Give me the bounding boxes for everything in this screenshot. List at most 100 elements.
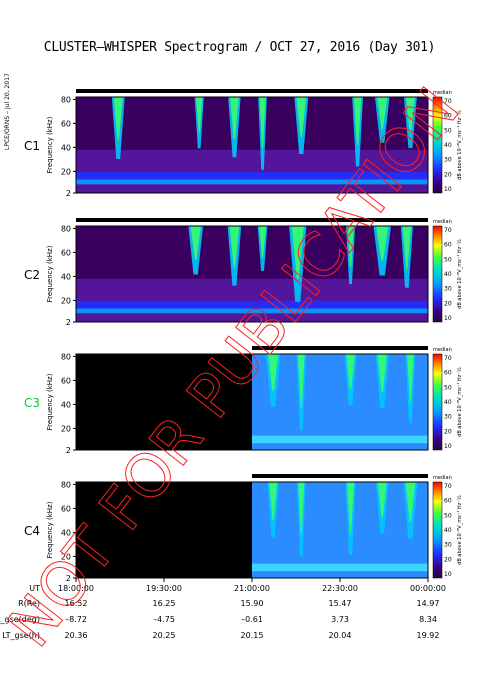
data-availability-bar xyxy=(252,346,428,350)
y-tick-label: 2 xyxy=(66,446,71,455)
y-tick-label: 80 xyxy=(61,224,71,233)
y-axis-label: Frequency (kHz) xyxy=(46,373,54,430)
colorbar-tick-label: 30 xyxy=(444,414,452,421)
colorbar-tick-label: 40 xyxy=(444,399,452,406)
emission-burst-core xyxy=(229,226,240,268)
colorbar-tick-label: 20 xyxy=(444,556,452,563)
colorbar-tick-label: 30 xyxy=(444,286,452,293)
x-tick-label: 00:00:00 xyxy=(410,584,446,593)
ephemeris-value: 16.52 xyxy=(65,599,88,608)
colorbar-label: dB above 10⁻⁸V_ms⁻¹ Hz⁻½ xyxy=(456,495,463,565)
colorbar-tick-label: 10 xyxy=(444,443,452,450)
panel-c1: 2 20 40 60 80 Frequency (kHz) C1 70 60 50 40 30 20 10… xyxy=(24,89,463,198)
emission-burst-core xyxy=(259,226,266,258)
spacecraft-label: C2 xyxy=(24,268,40,282)
colorbar-tick-label: 40 xyxy=(444,271,452,278)
y-tick-label: 40 xyxy=(61,272,71,281)
spectrogram-background xyxy=(252,482,428,578)
spectrogram-band xyxy=(76,179,428,185)
emission-burst-core xyxy=(113,97,123,141)
y-tick-label: 20 xyxy=(61,296,71,305)
data-availability-bar xyxy=(76,89,428,93)
ephemeris-value: 15.90 xyxy=(241,599,264,608)
ephemeris-value: 20.04 xyxy=(329,631,352,640)
ephemeris-value: 16.25 xyxy=(153,599,176,608)
emission-burst-core xyxy=(195,97,203,133)
emission-burst-core xyxy=(377,354,387,393)
y-axis-label: Frequency (kHz) xyxy=(46,245,54,302)
y-tick-label: 60 xyxy=(61,376,71,385)
no-data-region xyxy=(76,482,252,578)
data-availability-bar xyxy=(252,474,428,478)
spectrogram-band xyxy=(252,563,428,572)
ephemeris-value: 20.36 xyxy=(65,631,88,640)
emission-burst-core xyxy=(297,354,305,408)
x-tick-label: 19:30:00 xyxy=(146,584,182,593)
colorbar-tick-label: 60 xyxy=(444,113,452,120)
y-tick-label: 2 xyxy=(66,318,71,327)
colorbar-tick-label: 50 xyxy=(444,256,452,263)
colorbar-corner-label: median xyxy=(433,475,452,481)
emission-burst-core xyxy=(376,226,389,261)
colorbar-tick-label: 20 xyxy=(444,300,452,307)
colorbar xyxy=(432,96,443,194)
spectrogram-band xyxy=(76,300,428,313)
ephemeris-value: –4.75 xyxy=(153,615,175,624)
colorbar-label: dB above 10⁻⁸V_ms⁻¹ Hz⁻½ xyxy=(456,367,463,437)
spectrogram-band xyxy=(252,435,428,444)
emission-burst-core xyxy=(377,482,387,518)
colorbar-tick-label: 40 xyxy=(444,527,452,534)
spectrogram-band xyxy=(76,171,428,184)
colorbar-tick-label: 30 xyxy=(444,157,452,164)
emission-burst-core xyxy=(407,354,414,403)
spectrogram-background xyxy=(252,354,428,450)
emission-burst-core xyxy=(298,482,305,535)
colorbar xyxy=(432,225,443,323)
ephemeris-value: 14.97 xyxy=(417,599,440,608)
ephemeris-table: R(Re) 16.52 16.25 15.90 15.47 14.97 Lat_gse(de… xyxy=(0,599,439,640)
colorbar-tick-label: 70 xyxy=(444,227,452,234)
colorbar-corner-label: median xyxy=(433,90,452,96)
colorbar-tick-label: 30 xyxy=(444,542,452,549)
colorbar-tick-label: 50 xyxy=(444,512,452,519)
spacecraft-label: C1 xyxy=(24,139,40,153)
spectrogram-low-band xyxy=(76,278,428,322)
emission-burst-core xyxy=(347,226,354,267)
colorbar-label: dB above 10⁻⁸V_ms⁻¹ Hz⁻½ xyxy=(456,239,463,309)
figure-title: CLUSTER–WHISPER Spectrogram / OCT 27, 20… xyxy=(43,40,436,55)
panel-c4: 2 20 40 60 80 Frequency (kHz) C4 70 60 50 40 30 20 10… xyxy=(24,474,463,583)
emission-burst-core xyxy=(353,97,362,146)
emission-burst-core xyxy=(269,482,278,521)
colorbar-tick-label: 70 xyxy=(444,98,452,105)
ephemeris-value: 15.47 xyxy=(329,599,352,608)
emission-burst-core xyxy=(346,354,355,390)
panel-frame xyxy=(75,353,429,451)
colorbar-label: dB above 10⁻⁸V_ms⁻¹ Hz⁻½ xyxy=(456,110,463,180)
y-tick-label: 20 xyxy=(61,552,71,561)
ephemeris-label: LT_gse(h) xyxy=(2,631,40,640)
y-tick-label: 80 xyxy=(61,352,71,361)
ephemeris-value: 20.15 xyxy=(241,631,264,640)
spectrogram-low-band xyxy=(76,149,428,193)
emission-burst-core xyxy=(405,482,416,522)
emission-burst-core xyxy=(259,97,266,148)
colorbar-tick-label: 10 xyxy=(444,315,452,322)
y-tick-label: 60 xyxy=(61,504,71,513)
y-tick-label: 60 xyxy=(61,248,71,257)
y-tick-label: 2 xyxy=(66,189,71,198)
data-availability-bar xyxy=(76,218,428,222)
y-tick-label: 2 xyxy=(66,574,71,583)
colorbar-tick-label: 10 xyxy=(444,186,452,193)
colorbar-tick-label: 60 xyxy=(444,370,452,377)
colorbar-tick-label: 10 xyxy=(444,571,452,578)
colorbar xyxy=(432,481,443,579)
emission-burst-core xyxy=(291,226,304,280)
no-data-region xyxy=(76,354,252,450)
y-tick-label: 80 xyxy=(61,480,71,489)
ephemeris-value: 20.25 xyxy=(153,631,176,640)
y-axis-label: Frequency (kHz) xyxy=(46,116,54,173)
colorbar-tick-label: 20 xyxy=(444,171,452,178)
colorbar-corner-label: median xyxy=(433,347,452,353)
